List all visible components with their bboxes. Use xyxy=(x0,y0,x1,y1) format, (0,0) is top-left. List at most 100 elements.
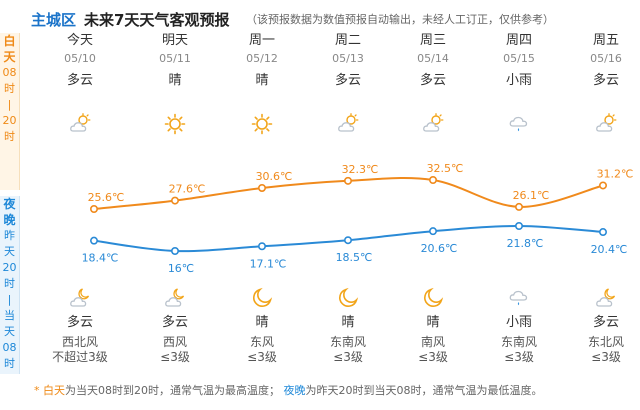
low-temp-label: 18.5℃ xyxy=(336,251,373,264)
side-label-char: 当 xyxy=(4,309,15,322)
side-label-char: 08 xyxy=(2,66,17,79)
side-label-char: 白 xyxy=(3,34,16,48)
forecast-day-column: 周五 05/16 多云 xyxy=(566,29,640,88)
sun-icon xyxy=(164,113,186,135)
night-side-label: 夜晚昨天 20 时 | 当天 08 时 xyxy=(0,196,20,374)
high-temp-point xyxy=(257,183,266,192)
partly-cloudy-icon xyxy=(595,113,617,135)
footer-star: * xyxy=(34,384,40,397)
night-weather: 多云 xyxy=(66,315,93,330)
footer-night-text: 为昨天20时到当天08时，通常气温为最低温度。 xyxy=(305,384,543,397)
low-temp-label: 20.6℃ xyxy=(421,242,458,255)
forecast-night-column: 多云西北风 不超过3级 xyxy=(40,311,120,365)
forecast-day-column: 周四 05/15 小雨 xyxy=(479,29,559,88)
day-date: 05/11 xyxy=(159,52,191,65)
day-name: 周三 xyxy=(419,33,446,48)
wind-force: ≤3级 xyxy=(333,350,363,364)
forecast-night-column: 晴东南风 ≤3级 xyxy=(308,311,388,365)
high-temp-label: 25.6℃ xyxy=(88,191,125,204)
day-date: 05/10 xyxy=(64,52,96,65)
side-label-char: 夜 xyxy=(3,197,16,211)
high-temp-label: 32.3℃ xyxy=(342,163,379,176)
footer-note: * 白天为当天08时到20时，通常气温为最高温度； 夜晚为昨天20时到当天08时… xyxy=(34,382,543,398)
day-weather: 晴 xyxy=(255,73,269,88)
wind-direction: 西风 xyxy=(162,335,187,349)
side-label-char: 天 xyxy=(4,245,15,258)
wind-direction: 东南风 xyxy=(329,335,366,349)
day-weather: 多云 xyxy=(592,73,619,88)
day-date: 05/12 xyxy=(246,52,278,65)
wind-force: ≤3级 xyxy=(504,350,534,364)
day-weather: 晴 xyxy=(168,73,182,88)
moon-icon xyxy=(251,287,273,309)
high-temp-point xyxy=(598,181,607,190)
night-weather: 晴 xyxy=(255,315,269,330)
side-label-char: | xyxy=(7,98,12,111)
high-temp-point xyxy=(90,205,99,214)
wind-direction: 南风 xyxy=(420,335,445,349)
low-temp-point xyxy=(171,247,180,256)
side-label-char: 时 xyxy=(4,357,15,370)
forecast-day-column: 周三 05/14 多云 xyxy=(393,29,473,88)
day-date: 05/15 xyxy=(503,52,535,65)
side-label-char: 天 xyxy=(3,50,16,64)
wind-direction: 东南风 xyxy=(500,335,537,349)
day-name: 周一 xyxy=(248,33,275,48)
light-rain-icon xyxy=(508,113,530,135)
disclaimer-note: （该预报数据为数值预报自动输出，未经人工订正，仅供参考） xyxy=(246,13,554,26)
forecast-night-column: 晴南风 ≤3级 xyxy=(393,311,473,365)
low-temp-label: 17.1℃ xyxy=(250,257,287,270)
high-temp-label: 26.1℃ xyxy=(513,189,550,202)
partly-cloudy-icon xyxy=(337,113,359,135)
side-label-char: 时 xyxy=(4,130,15,143)
day-weather: 多云 xyxy=(66,73,93,88)
high-temp-point xyxy=(428,176,437,185)
forecast-night-column: 多云 西风 ≤3级 xyxy=(135,311,215,365)
forecast-night-column: 小雨东南风 ≤3级 xyxy=(479,311,559,365)
footer-day-word: 白天 xyxy=(43,384,65,397)
high-temp-point xyxy=(514,202,523,211)
night-weather: 多云 xyxy=(592,315,619,330)
forecast-day-column: 周一 05/12 晴 xyxy=(222,29,302,88)
high-temp-point xyxy=(171,196,180,205)
page-title: 未来7天天气客观预报 xyxy=(84,11,230,29)
day-name: 明天 xyxy=(161,33,188,48)
low-temp-point xyxy=(514,222,523,231)
footer-day-text: 为当天08时到20时，通常气温为最高温度； xyxy=(65,384,280,397)
low-temp-label: 21.8℃ xyxy=(507,237,544,250)
moon-icon xyxy=(337,287,359,309)
wind-direction: 东北风 xyxy=(587,335,624,349)
low-temp-label: 18.4℃ xyxy=(82,252,119,265)
side-label-char: | xyxy=(7,293,12,306)
wind-force: ≤3级 xyxy=(591,350,621,364)
page-header: 主城区 未来7天天气客观预报 （该预报数据为数值预报自动输出，未经人工订正，仅供… xyxy=(0,0,640,36)
day-weather: 多云 xyxy=(334,73,361,88)
low-temp-point xyxy=(90,236,99,245)
day-date: 05/13 xyxy=(332,52,364,65)
day-name: 周四 xyxy=(505,33,532,48)
day-weather: 小雨 xyxy=(505,73,532,88)
wind-force: 不超过3级 xyxy=(52,350,108,364)
forecast-night-column: 多云东北风 ≤3级 xyxy=(566,311,640,365)
forecast-day-column: 明天 05/11 晴 xyxy=(135,29,215,88)
wind-force: ≤3级 xyxy=(418,350,448,364)
sun-icon xyxy=(251,113,273,135)
low-temp-label: 16℃ xyxy=(168,262,194,275)
night-weather: 小雨 xyxy=(505,315,532,330)
forecast-day-column: 周二 05/13 多云 xyxy=(308,29,388,88)
low-temp-point xyxy=(428,227,437,236)
low-temp-point xyxy=(598,228,607,237)
partly-cloudy-night-icon xyxy=(595,287,617,309)
wind-direction: 东风 xyxy=(249,335,274,349)
side-label-char: 20 xyxy=(2,261,17,274)
side-label-char: 时 xyxy=(4,82,15,95)
partly-cloudy-icon xyxy=(422,113,444,135)
low-temp-label: 20.4℃ xyxy=(591,243,628,256)
side-label-char: 时 xyxy=(4,277,15,290)
side-label-char: 20 xyxy=(2,114,17,127)
wind-direction: 西北风 xyxy=(61,335,98,349)
light-rain-icon xyxy=(508,287,530,309)
low-temp-point xyxy=(257,242,266,251)
side-label-char: 昨 xyxy=(4,229,15,242)
city-name[interactable]: 主城区 xyxy=(31,11,77,29)
